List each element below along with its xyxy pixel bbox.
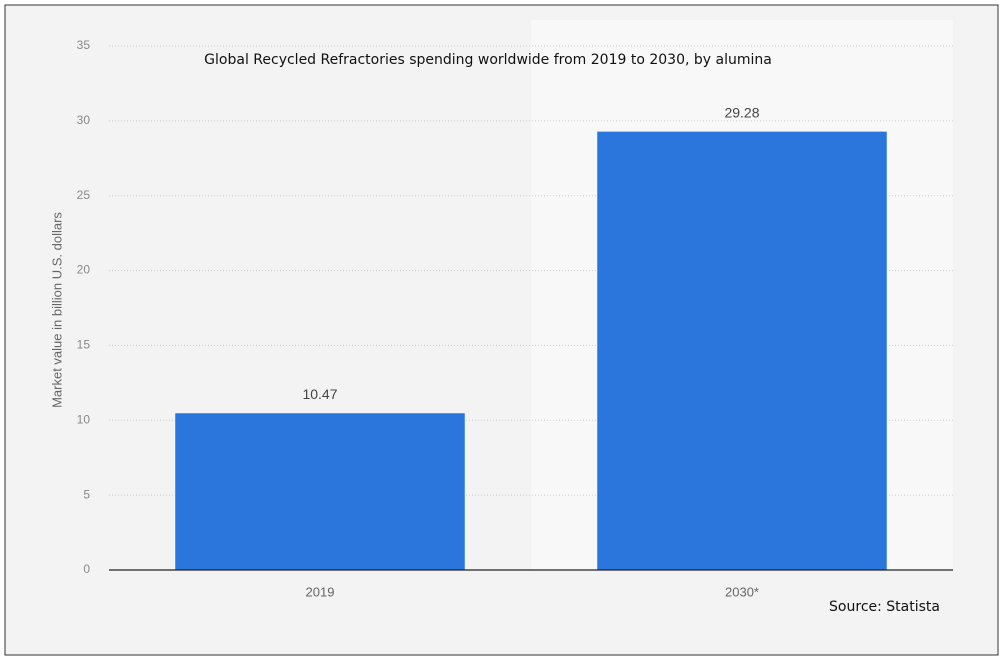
y-tick-label: 20 xyxy=(77,263,91,277)
y-tick-label: 25 xyxy=(77,188,91,202)
value-label: 29.28 xyxy=(724,104,759,120)
y-axis-label: Market value in billion U.S. dollars xyxy=(49,212,64,408)
y-tick-label: 15 xyxy=(77,338,91,352)
bar xyxy=(597,131,887,570)
y-tick-label: 30 xyxy=(77,113,91,127)
x-tick-label: 2019 xyxy=(306,584,335,599)
chart-title: Global Recycled Refractories spending wo… xyxy=(204,52,772,68)
y-tick-label: 10 xyxy=(77,412,91,426)
y-tick-label: 5 xyxy=(83,487,90,501)
source: Source: Statista xyxy=(829,599,940,615)
y-tick-label: 35 xyxy=(77,38,91,52)
bar xyxy=(175,413,465,570)
y-tick-label: 0 xyxy=(83,562,90,576)
value-label: 10.47 xyxy=(302,386,337,402)
x-tick-label: 2030* xyxy=(725,584,759,599)
